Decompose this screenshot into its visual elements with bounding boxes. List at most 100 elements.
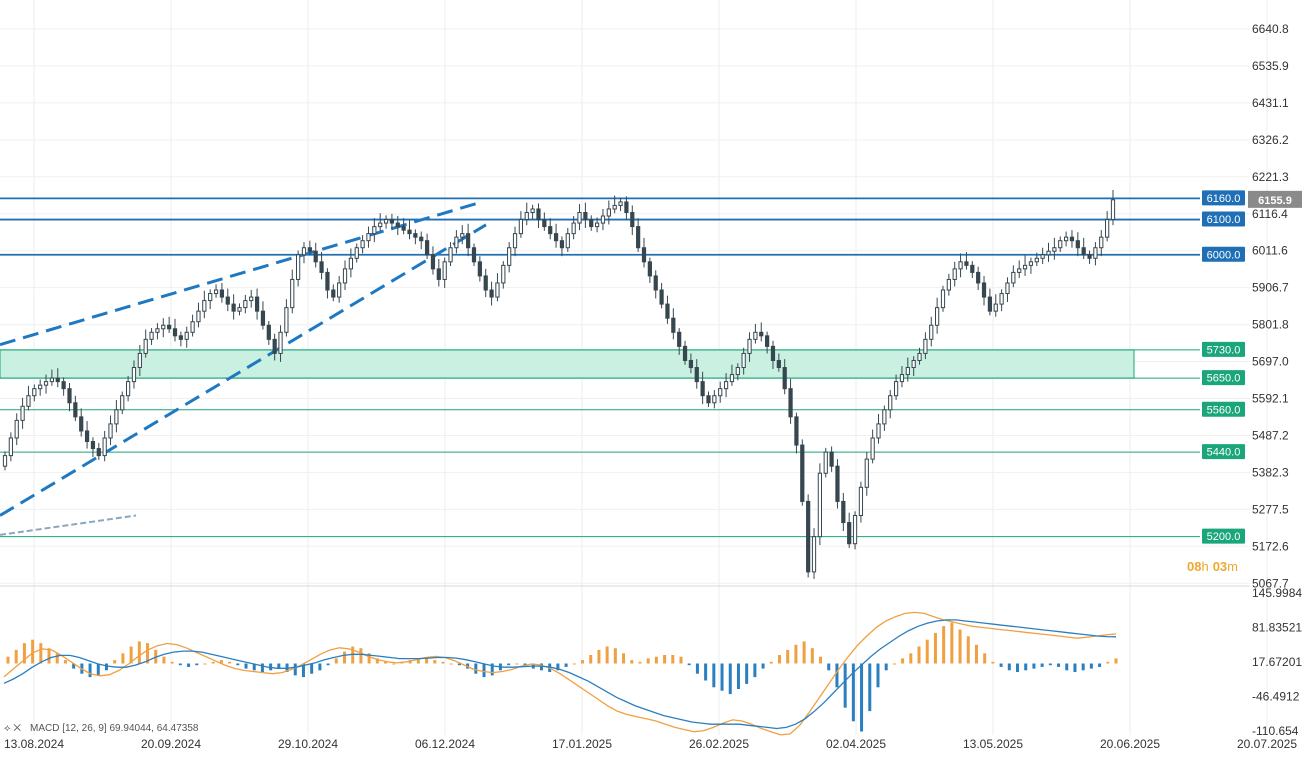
price-tick-label: 5277.5 bbox=[1252, 502, 1289, 516]
candle-body bbox=[14, 419, 19, 439]
price-tick-label: 5487.2 bbox=[1252, 428, 1289, 442]
candle-body bbox=[219, 289, 225, 298]
candle-body bbox=[542, 219, 547, 228]
macd-histogram-bar bbox=[367, 653, 371, 664]
macd-line bbox=[3, 611, 1117, 736]
macd-histogram-bar bbox=[761, 663, 765, 669]
macd-histogram-bar bbox=[170, 661, 174, 664]
macd-histogram-bar bbox=[991, 661, 995, 664]
candle-body bbox=[489, 289, 494, 298]
price-tick-label: 5592.1 bbox=[1252, 392, 1289, 406]
macd-histogram-bar bbox=[104, 663, 108, 671]
macd-histogram-bar bbox=[1032, 663, 1036, 669]
macd-histogram-bar bbox=[810, 648, 814, 664]
candle-body bbox=[694, 367, 699, 383]
candles bbox=[2, 189, 1116, 579]
macd-histogram-bar bbox=[507, 663, 511, 666]
candle-body bbox=[981, 282, 987, 298]
price-tick-label: 5172.6 bbox=[1252, 539, 1289, 553]
macd-histogram-bar bbox=[777, 655, 781, 664]
candle-body bbox=[278, 331, 283, 354]
macd-histogram-bar bbox=[1024, 663, 1028, 671]
candle-body bbox=[424, 240, 430, 256]
candle-body bbox=[354, 247, 359, 259]
macd-histogram-bar bbox=[802, 641, 806, 664]
macd-histogram-bar bbox=[343, 651, 347, 664]
candle-body bbox=[876, 423, 881, 439]
candle-body bbox=[647, 261, 652, 277]
macd-histogram-bar bbox=[769, 661, 773, 664]
macd-close-icon[interactable]: ⟡ ✕ bbox=[4, 723, 21, 734]
date-tick-label: 06.12.2024 bbox=[415, 737, 475, 751]
candle-body bbox=[290, 278, 295, 309]
macd-panel bbox=[3, 611, 1118, 736]
candle-body bbox=[149, 331, 154, 340]
macd-histogram-bar bbox=[1040, 663, 1044, 667]
candle-body bbox=[137, 352, 142, 369]
candle-body bbox=[800, 444, 805, 502]
candle-body bbox=[1105, 219, 1110, 238]
candle-body bbox=[946, 278, 951, 291]
candle-body bbox=[196, 310, 201, 323]
macd-histogram-bar bbox=[1057, 663, 1061, 667]
level-badge-text: 5440.0 bbox=[1207, 447, 1241, 459]
macd-histogram-bar bbox=[334, 658, 338, 664]
candle-body bbox=[612, 204, 617, 210]
level-badge-5200.0 bbox=[1202, 528, 1245, 544]
candle-body bbox=[1063, 236, 1069, 242]
candle-body bbox=[495, 282, 500, 298]
candle-body bbox=[571, 222, 576, 235]
macd-histogram-bar bbox=[909, 653, 913, 664]
trend-line-short bbox=[0, 514, 137, 536]
macd-histogram-bar bbox=[211, 661, 215, 664]
candle-body bbox=[413, 233, 418, 238]
level-badge-text: 6100.0 bbox=[1207, 214, 1241, 226]
macd-histogram-bar bbox=[236, 663, 240, 666]
timer-minutes-unit: m bbox=[1227, 559, 1238, 574]
level-badge-6160.0 bbox=[1202, 190, 1245, 206]
candle-body bbox=[999, 293, 1004, 305]
candle-body bbox=[120, 395, 125, 411]
candle-body bbox=[935, 307, 940, 326]
horizontal-levels[interactable] bbox=[0, 197, 1200, 538]
current-price-text: 6155.9 bbox=[1258, 195, 1292, 207]
candle-body bbox=[929, 324, 934, 340]
candle-body bbox=[688, 359, 694, 369]
candle-body bbox=[577, 211, 582, 224]
price-tick-label: 6326.2 bbox=[1252, 133, 1289, 147]
macd-histogram-bar bbox=[671, 655, 675, 664]
candle-body bbox=[90, 441, 96, 450]
macd-histogram-bar bbox=[359, 648, 363, 664]
macd-histogram-bar bbox=[146, 643, 150, 664]
macd-histogram-bar bbox=[1007, 663, 1011, 671]
candle-body bbox=[296, 254, 301, 280]
candle-body bbox=[190, 321, 195, 333]
level-badge-text: 6000.0 bbox=[1207, 249, 1241, 261]
trend-lines[interactable] bbox=[0, 202, 487, 536]
macd-histogram-bar bbox=[96, 663, 100, 676]
date-tick-label: 26.02.2025 bbox=[689, 737, 749, 751]
macd-histogram-bar bbox=[1106, 661, 1110, 664]
candle-body bbox=[430, 254, 436, 270]
macd-histogram-bar bbox=[860, 663, 864, 732]
macd-histogram-bar bbox=[1048, 663, 1052, 666]
candle-body bbox=[407, 229, 412, 235]
candle-body bbox=[20, 405, 25, 421]
level-badge-6100.0 bbox=[1202, 211, 1245, 227]
macd-histogram-bar bbox=[613, 648, 617, 664]
candle-body bbox=[888, 395, 893, 411]
candle-body bbox=[940, 289, 946, 309]
candle-body bbox=[753, 331, 758, 340]
candle-body bbox=[448, 247, 453, 263]
price-tick-label: 5697.0 bbox=[1252, 355, 1289, 369]
support-zone bbox=[0, 349, 1135, 379]
candle-body bbox=[213, 289, 219, 295]
candle-body bbox=[8, 437, 13, 457]
macd-histogram-bar bbox=[392, 663, 396, 665]
candle-body bbox=[337, 282, 342, 298]
candle-body bbox=[788, 388, 793, 418]
candle-body bbox=[594, 222, 600, 228]
candle-body bbox=[823, 451, 828, 474]
macd-histogram-bar bbox=[47, 648, 51, 664]
